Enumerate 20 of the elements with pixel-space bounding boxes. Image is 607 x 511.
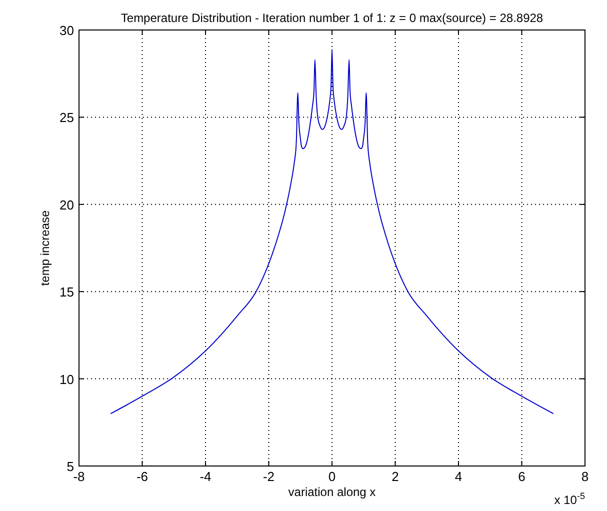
y-axis-title: temp increase [38, 210, 52, 286]
x-tick-label: -8 [73, 469, 85, 484]
y-tick-label: 15 [60, 284, 74, 300]
x-axis-title: variation along x [288, 485, 376, 499]
y-tick-label: 25 [60, 110, 74, 126]
x-tick-label: 0 [328, 469, 336, 484]
x-tick-label: 2 [392, 469, 399, 484]
x-tick-label: 8 [581, 469, 589, 484]
x-tick-label: 4 [454, 469, 462, 484]
x-tick-label: -2 [262, 469, 275, 484]
x-tick-label: 6 [518, 469, 526, 484]
chart-title: Temperature Distribution - Iteration number 1 of 1: z = 0 max(source) = 28.8928 [120, 11, 544, 25]
x-tick-label: -4 [200, 469, 212, 484]
text: x 10$^{-5}$ [554, 491, 585, 507]
line-series [110, 48, 554, 414]
y-tick-label: 30 [60, 23, 74, 38]
y-tick-label: 10 [60, 372, 74, 387]
x-tick-label: -6 [136, 469, 148, 484]
y-tick-label: 5 [66, 459, 74, 474]
y-tick-label: 20 [60, 197, 74, 212]
